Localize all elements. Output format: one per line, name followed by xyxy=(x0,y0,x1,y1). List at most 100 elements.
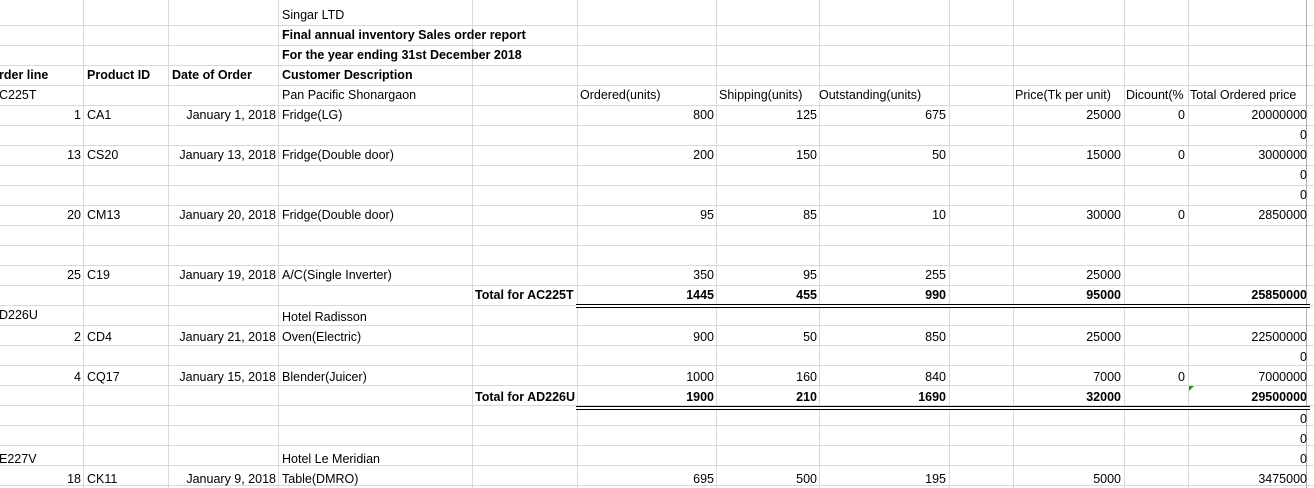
description-cell[interactable]: Oven(Electric) xyxy=(282,330,362,344)
total-cell[interactable]: 0 xyxy=(1300,128,1307,142)
total-cell[interactable]: 3475000 xyxy=(1258,472,1307,486)
ordered-cell[interactable]: 695 xyxy=(693,472,714,486)
order-line-cell[interactable]: 18 xyxy=(67,472,81,486)
shipping-cell[interactable]: 150 xyxy=(796,148,817,162)
order-line-cell[interactable]: 13 xyxy=(67,148,81,162)
discount-cell[interactable]: 0 xyxy=(1178,370,1185,384)
total-cell[interactable]: 22500000 xyxy=(1251,330,1307,344)
ordered-cell[interactable]: 95 xyxy=(700,208,714,222)
product-id-cell[interactable]: CM13 xyxy=(87,208,121,222)
header-outstanding[interactable]: Outstanding(units) xyxy=(819,88,922,102)
total-cell[interactable]: 0 xyxy=(1300,168,1307,182)
description-cell[interactable]: Table(DMRO) xyxy=(282,472,359,486)
description-cell[interactable]: Blender(Juicer) xyxy=(282,370,367,384)
shipping-cell[interactable]: 95 xyxy=(803,268,817,282)
shipping-cell[interactable]: 160 xyxy=(796,370,817,384)
group-code[interactable]: C225T xyxy=(0,88,37,102)
customer-name[interactable]: Hotel Le Meridian xyxy=(282,452,380,466)
price-cell[interactable]: 30000 xyxy=(1086,208,1121,222)
description-cell[interactable]: Fridge(Double door) xyxy=(282,148,394,162)
total-cell[interactable]: 0 xyxy=(1300,350,1307,364)
header-price[interactable]: Price(Tk per unit) xyxy=(1015,88,1111,102)
total-shipping[interactable]: 455 xyxy=(796,288,817,302)
header-customer-description[interactable]: Customer Description xyxy=(282,68,413,82)
date-cell[interactable]: January 9, 2018 xyxy=(186,472,276,486)
total-ordered[interactable]: 1445 xyxy=(686,288,714,302)
total-shipping[interactable]: 210 xyxy=(796,390,817,404)
header-ordered[interactable]: Ordered(units) xyxy=(580,88,661,102)
ordered-cell[interactable]: 1000 xyxy=(686,370,714,384)
order-line-cell[interactable]: 1 xyxy=(74,108,81,122)
product-id-cell[interactable]: CQ17 xyxy=(87,370,120,384)
group-code[interactable]: E227V xyxy=(0,452,37,466)
total-cell[interactable]: 0 xyxy=(1300,188,1307,202)
group-code[interactable]: D226U xyxy=(0,308,38,322)
report-title[interactable]: Final annual inventory Sales order repor… xyxy=(282,28,526,42)
group-total-label[interactable]: Total for AC225T xyxy=(475,288,574,302)
total-ordered[interactable]: 1900 xyxy=(686,390,714,404)
outstanding-cell[interactable]: 10 xyxy=(932,208,946,222)
total-ordered-price[interactable]: 25850000 xyxy=(1251,288,1307,302)
discount-cell[interactable]: 0 xyxy=(1178,108,1185,122)
header-shipping[interactable]: Shipping(units) xyxy=(719,88,803,102)
total-cell[interactable]: 0 xyxy=(1300,432,1307,446)
customer-name[interactable]: Hotel Radisson xyxy=(282,310,367,324)
total-cell[interactable]: 3000000 xyxy=(1258,148,1307,162)
price-cell[interactable]: 15000 xyxy=(1086,148,1121,162)
company-name[interactable]: Singar LTD xyxy=(282,8,345,22)
product-id-cell[interactable]: CS20 xyxy=(87,148,119,162)
total-price[interactable]: 32000 xyxy=(1086,390,1121,404)
outstanding-cell[interactable]: 255 xyxy=(925,268,946,282)
ordered-cell[interactable]: 800 xyxy=(693,108,714,122)
header-date-of-order[interactable]: Date of Order xyxy=(172,68,252,82)
outstanding-cell[interactable]: 850 xyxy=(925,330,946,344)
header-total-ordered-price[interactable]: Total Ordered price xyxy=(1190,88,1297,102)
product-id-cell[interactable]: CK11 xyxy=(87,472,118,486)
total-price[interactable]: 95000 xyxy=(1086,288,1121,302)
total-outstanding[interactable]: 990 xyxy=(925,288,946,302)
header-discount[interactable]: Dicount(% xyxy=(1126,88,1184,102)
total-cell[interactable]: 7000000 xyxy=(1258,370,1307,384)
price-cell[interactable]: 25000 xyxy=(1086,330,1121,344)
shipping-cell[interactable]: 85 xyxy=(803,208,817,222)
total-cell[interactable]: 0 xyxy=(1300,412,1307,426)
outstanding-cell[interactable]: 840 xyxy=(925,370,946,384)
order-line-cell[interactable]: 2 xyxy=(74,330,81,344)
total-cell[interactable]: 2850000 xyxy=(1258,208,1307,222)
outstanding-cell[interactable]: 195 xyxy=(925,472,946,486)
order-line-cell[interactable]: 4 xyxy=(74,370,81,384)
header-order-line[interactable]: rder line xyxy=(0,68,49,82)
discount-cell[interactable]: 0 xyxy=(1178,208,1185,222)
price-cell[interactable]: 7000 xyxy=(1093,370,1121,384)
shipping-cell[interactable]: 50 xyxy=(803,330,817,344)
total-ordered-price[interactable]: 29500000 xyxy=(1251,390,1307,404)
ordered-cell[interactable]: 900 xyxy=(693,330,714,344)
ordered-cell[interactable]: 200 xyxy=(693,148,714,162)
date-cell[interactable]: January 15, 2018 xyxy=(179,370,276,384)
date-cell[interactable]: January 13, 2018 xyxy=(179,148,276,162)
ordered-cell[interactable]: 350 xyxy=(693,268,714,282)
order-line-cell[interactable]: 20 xyxy=(67,208,81,222)
group-total-label[interactable]: Total for AD226U xyxy=(475,390,576,404)
description-cell[interactable]: A/C(Single Inverter) xyxy=(282,268,392,282)
order-line-cell[interactable]: 25 xyxy=(67,268,81,282)
date-cell[interactable]: January 21, 2018 xyxy=(179,330,276,344)
discount-cell[interactable]: 0 xyxy=(1178,148,1185,162)
error-indicator-icon[interactable] xyxy=(1189,386,1194,391)
customer-name[interactable]: Pan Pacific Shonargaon xyxy=(282,88,417,102)
product-id-cell[interactable]: CA1 xyxy=(87,108,112,122)
description-cell[interactable]: Fridge(Double door) xyxy=(282,208,394,222)
total-outstanding[interactable]: 1690 xyxy=(918,390,946,404)
date-cell[interactable]: January 1, 2018 xyxy=(186,108,276,122)
header-product-id[interactable]: Product ID xyxy=(87,68,151,82)
total-cell[interactable]: 0 xyxy=(1300,452,1307,466)
price-cell[interactable]: 25000 xyxy=(1086,108,1121,122)
price-cell[interactable]: 25000 xyxy=(1086,268,1121,282)
outstanding-cell[interactable]: 675 xyxy=(925,108,946,122)
shipping-cell[interactable]: 125 xyxy=(796,108,817,122)
product-id-cell[interactable]: CD4 xyxy=(87,330,113,344)
outstanding-cell[interactable]: 50 xyxy=(932,148,946,162)
total-cell[interactable]: 20000000 xyxy=(1251,108,1307,122)
description-cell[interactable]: Fridge(LG) xyxy=(282,108,343,122)
